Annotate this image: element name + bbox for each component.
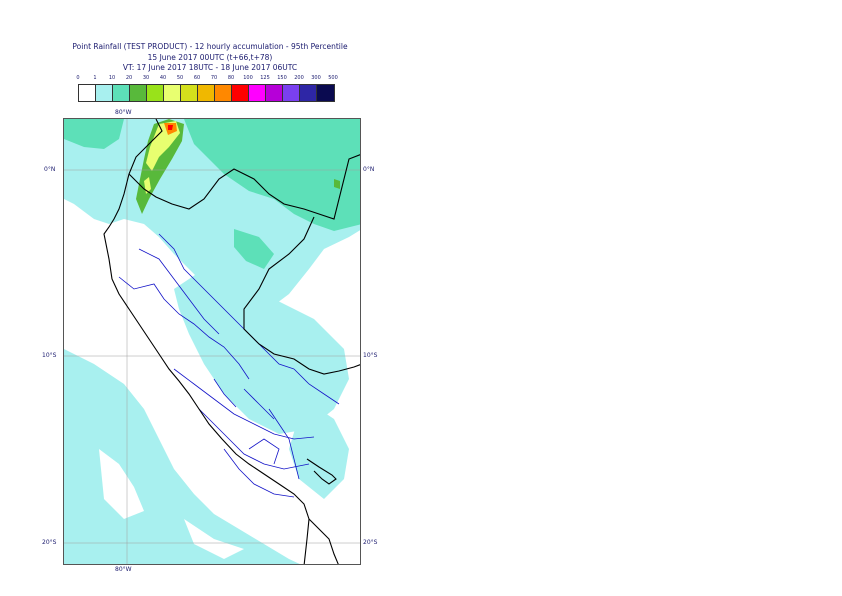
legend-swatch bbox=[266, 85, 283, 101]
country-borders bbox=[103, 119, 360, 564]
title-line-3: VT: 17 June 2017 18UTC - 18 June 2017 06… bbox=[122, 63, 298, 72]
lat-label-0-left: 0°N bbox=[44, 166, 56, 173]
legend-tick-label: 125 bbox=[260, 75, 270, 81]
legend-swatch bbox=[130, 85, 147, 101]
legend-swatch bbox=[198, 85, 215, 101]
legend-swatch bbox=[147, 85, 164, 101]
legend-swatch bbox=[249, 85, 266, 101]
legend-tick-label: 60 bbox=[193, 75, 201, 81]
rainfall-teal bbox=[64, 119, 360, 269]
title-line-2: 15 June 2017 00UTC (t+66,t+78) bbox=[147, 52, 273, 62]
legend-tick-label: 500 bbox=[328, 75, 338, 81]
legend-tick-label: 300 bbox=[311, 75, 321, 81]
lon-label-top: 80°W bbox=[115, 109, 132, 116]
legend-tick-label: 50 bbox=[176, 75, 184, 81]
legend-tick-label: 0 bbox=[76, 75, 80, 81]
legend-swatch bbox=[215, 85, 232, 101]
legend-swatch bbox=[96, 85, 113, 101]
legend-swatch bbox=[164, 85, 181, 101]
legend-swatch bbox=[283, 85, 300, 101]
legend-swatch bbox=[113, 85, 130, 101]
legend-tick-label: 100 bbox=[243, 75, 253, 81]
legend-tick-label: 70 bbox=[210, 75, 218, 81]
lat-label-0-right: 0°N bbox=[363, 166, 375, 173]
legend-tick-label: 200 bbox=[294, 75, 304, 81]
lat-label-20-left: 20°S bbox=[42, 539, 57, 546]
legend-swatch bbox=[232, 85, 249, 101]
legend-swatch bbox=[317, 85, 334, 101]
rainfall-map bbox=[63, 118, 361, 565]
title-line-1: Point Rainfall (TEST PRODUCT) - 12 hourl… bbox=[72, 42, 348, 51]
legend-tick-label: 10 bbox=[108, 75, 116, 81]
legend-tick-label: 80 bbox=[227, 75, 235, 81]
legend-swatch bbox=[181, 85, 198, 101]
color-scale-legend bbox=[78, 84, 335, 102]
legend-tick-label: 150 bbox=[277, 75, 287, 81]
legend-swatch bbox=[300, 85, 317, 101]
legend-tick-label: 40 bbox=[159, 75, 167, 81]
legend-swatch bbox=[79, 85, 96, 101]
legend-tick-labels: 0 1 10 20 30 40 50 60 70 80 100 125 150 200 300 500 bbox=[72, 75, 352, 84]
map-title: Point Rainfall (TEST PRODUCT) - 12 hourl… bbox=[60, 42, 360, 74]
lat-label-20-right: 20°S bbox=[363, 539, 378, 546]
graticule bbox=[64, 119, 360, 564]
lat-label-10-right: 10°S bbox=[363, 352, 378, 359]
rainfall-peak bbox=[164, 123, 177, 135]
lat-label-10-left: 10°S bbox=[42, 352, 57, 359]
legend-tick-label: 30 bbox=[142, 75, 150, 81]
legend-tick-label: 20 bbox=[125, 75, 133, 81]
region-boundaries bbox=[118, 233, 340, 498]
lon-label-bottom: 80°W bbox=[115, 566, 132, 573]
rainfall-map-svg bbox=[64, 119, 360, 564]
legend-tick-label: 1 bbox=[93, 75, 97, 81]
